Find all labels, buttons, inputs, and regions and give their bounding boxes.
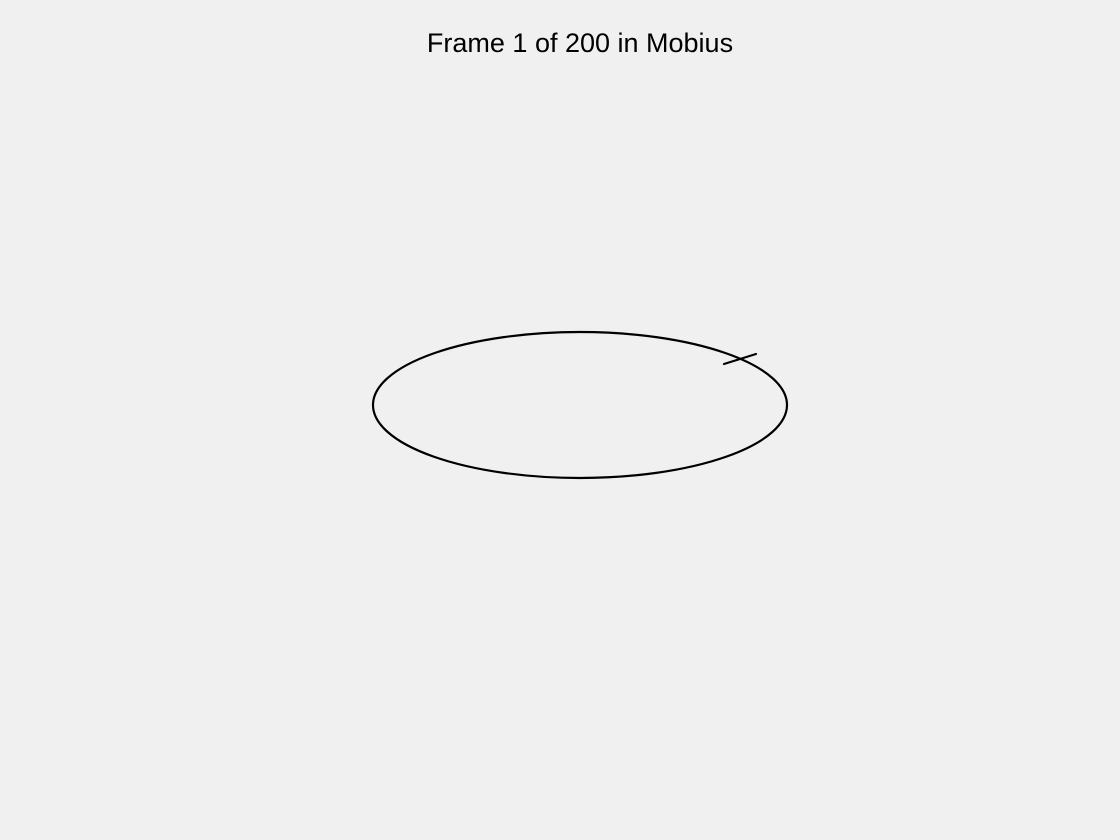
mobius-twist-marker-icon <box>722 352 758 366</box>
mobius-strip-edge-curve <box>371 330 789 480</box>
figure-title: Frame 1 of 200 in Mobius <box>426 28 734 58</box>
